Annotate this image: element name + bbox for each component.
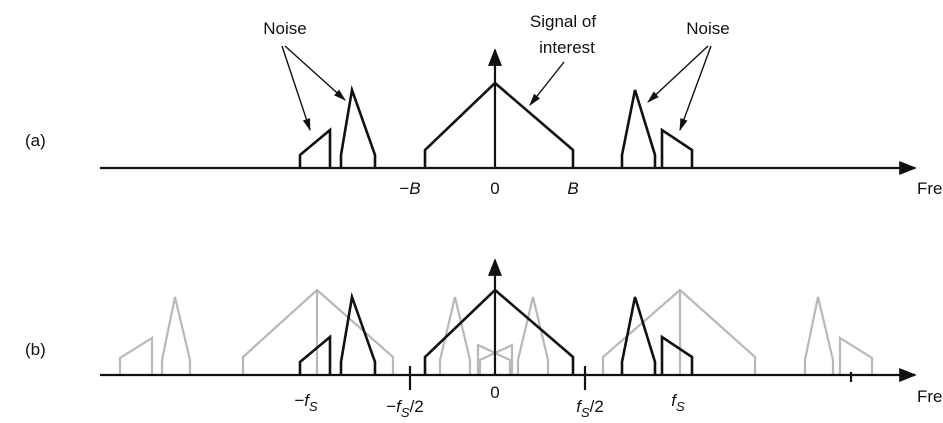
tick-suffix: /2 bbox=[410, 397, 424, 416]
noise-band bbox=[660, 127, 694, 168]
panel-label: (a) bbox=[25, 131, 46, 150]
tick-base: 0 bbox=[490, 383, 499, 402]
arrow bbox=[529, 61, 565, 106]
tick-base: 0 bbox=[490, 179, 499, 198]
noise-band bbox=[620, 89, 657, 168]
alias-band bbox=[838, 336, 874, 375]
noise-band bbox=[298, 334, 332, 375]
alias-band bbox=[438, 296, 472, 375]
noise-band bbox=[339, 84, 377, 168]
noise-band bbox=[339, 291, 377, 375]
arrow bbox=[284, 45, 346, 101]
tick-label: 0 bbox=[490, 383, 499, 402]
tick-label: fS bbox=[671, 391, 685, 414]
tick-base: f bbox=[396, 397, 403, 416]
noise-label: Noise bbox=[686, 19, 729, 38]
alias-band bbox=[118, 336, 154, 375]
tick-base: B bbox=[409, 179, 420, 198]
tick-base: f bbox=[576, 397, 583, 416]
tick-prefix: − bbox=[399, 179, 409, 198]
tick-label: −fS bbox=[294, 391, 318, 414]
noise-band bbox=[298, 127, 332, 168]
tick-prefix: − bbox=[294, 391, 304, 410]
signal-label: interest bbox=[539, 38, 595, 57]
axis-label: Freq bbox=[917, 179, 943, 198]
signal-spectrum bbox=[423, 81, 575, 168]
noise-band bbox=[660, 334, 694, 375]
tick-prefix: − bbox=[386, 397, 396, 416]
tick-sub: S bbox=[676, 399, 685, 414]
tick-base: B bbox=[567, 179, 578, 198]
signal-spectrum bbox=[423, 288, 575, 375]
noise-band bbox=[620, 296, 657, 375]
tick-base: f bbox=[671, 391, 678, 410]
tick-label: B bbox=[567, 179, 578, 198]
panel-label: (b) bbox=[25, 340, 46, 359]
axis-label: Freq bbox=[917, 387, 943, 406]
tick-label: 0 bbox=[490, 179, 499, 198]
tick-base: f bbox=[304, 391, 311, 410]
arrow bbox=[679, 45, 712, 132]
arrow bbox=[647, 45, 709, 103]
panel-a: Noise Noise Signal of interest (a) Freq … bbox=[25, 12, 943, 198]
tick-label: −B bbox=[399, 179, 420, 198]
alias-band bbox=[803, 296, 835, 375]
tick-sub: S bbox=[581, 405, 590, 420]
tick-sub: S bbox=[309, 399, 318, 414]
signal-label: Signal of bbox=[530, 12, 596, 31]
tick-label: fS/2 bbox=[576, 397, 604, 420]
tick-sub: S bbox=[401, 405, 410, 420]
tick-label: −fS/2 bbox=[386, 397, 424, 420]
tick-suffix: /2 bbox=[590, 397, 604, 416]
noise-label: Noise bbox=[263, 19, 306, 38]
arrow bbox=[281, 45, 311, 132]
alias-band bbox=[516, 296, 550, 375]
tick-labels: −B 0 B bbox=[399, 179, 578, 198]
alias-band bbox=[160, 296, 192, 375]
